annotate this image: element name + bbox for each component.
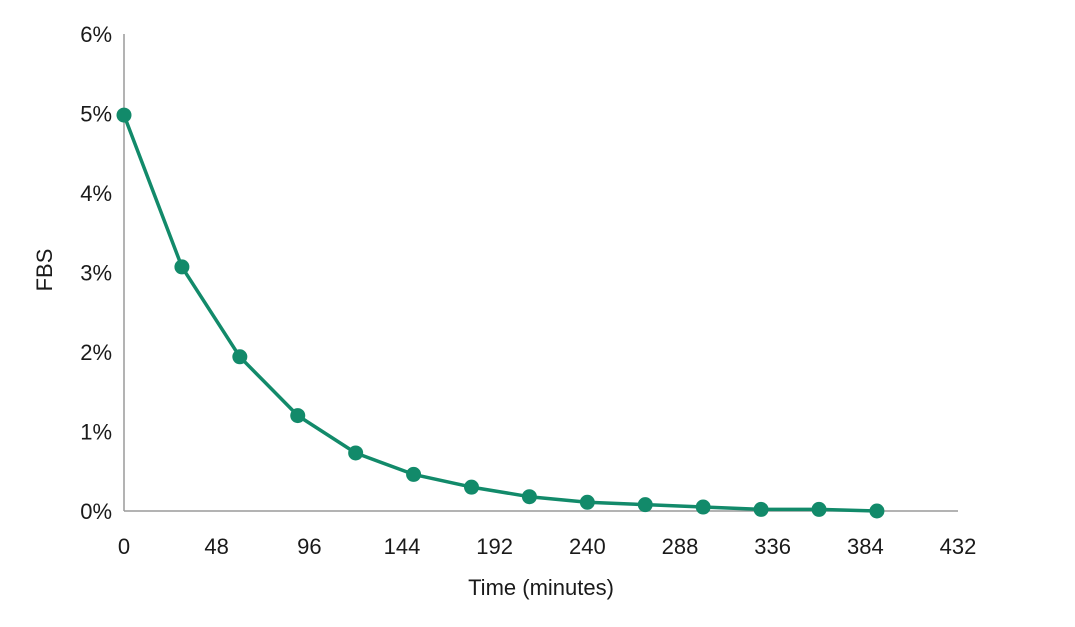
x-tick-label: 384 (847, 534, 884, 559)
series-layer (116, 107, 885, 519)
y-tick-label: 5% (80, 102, 112, 127)
data-point (116, 107, 132, 123)
x-tick-label: 0 (118, 534, 130, 559)
x-tick-label: 192 (476, 534, 513, 559)
x-axis-ticks: 0 48 96 144 192 240 288 336 384 432 (118, 534, 976, 559)
y-tick-label: 6% (80, 22, 112, 47)
data-point (579, 494, 595, 510)
data-point (290, 408, 306, 424)
x-axis-title: Time (minutes) (468, 575, 614, 600)
data-point (753, 501, 769, 517)
x-tick-label: 336 (754, 534, 791, 559)
x-tick-label: 144 (384, 534, 421, 559)
series-line (122, 113, 879, 513)
data-point (174, 259, 190, 275)
data-point (869, 503, 885, 519)
y-tick-label: 0% (80, 499, 112, 524)
x-tick-label: 432 (940, 534, 977, 559)
data-point (406, 466, 422, 482)
data-point (811, 501, 827, 517)
y-tick-label: 4% (80, 181, 112, 206)
data-point (521, 489, 537, 505)
data-point (348, 445, 364, 461)
y-tick-label: 1% (80, 420, 112, 445)
y-tick-label: 3% (80, 261, 112, 286)
y-axis-ticks: 0% 1% 2% 3% 4% 5% 6% (80, 22, 112, 524)
x-tick-label: 48 (204, 534, 228, 559)
data-point (464, 479, 479, 495)
data-point (695, 499, 711, 515)
data-point (637, 497, 653, 513)
x-tick-label: 240 (569, 534, 606, 559)
y-axis-title: FBS (32, 249, 57, 292)
y-tick-label: 2% (80, 340, 112, 365)
data-point (232, 349, 248, 365)
x-tick-label: 288 (662, 534, 699, 559)
x-tick-label: 96 (297, 534, 321, 559)
